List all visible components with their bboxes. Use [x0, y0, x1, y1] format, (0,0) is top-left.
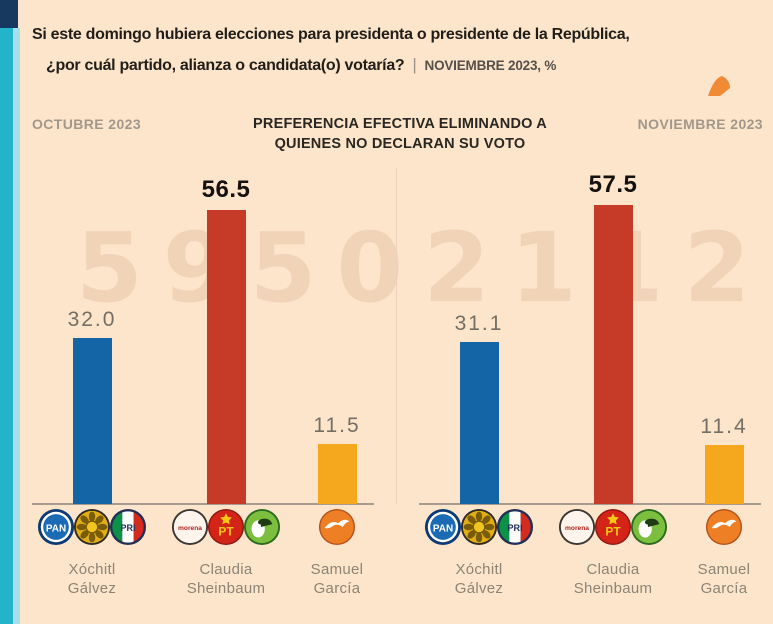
bar-claudia-sheinbaum: [206, 210, 246, 504]
survey-question-line1: Si este domingo hubiera elecciones para …: [32, 26, 630, 43]
party-logos-xochitl-galvez: PAN PRI: [424, 508, 534, 546]
bars-area: 32.0 56.5 11.5: [30, 150, 376, 505]
bars-area: 31.1 57.5 11.4: [417, 150, 763, 505]
morena-logo-icon: morena: [171, 508, 209, 546]
svg-text:PT: PT: [218, 525, 234, 539]
x-axis-line: [32, 503, 374, 505]
candidate-name-claudia-sheinbaum: Claudia Sheinbaum: [573, 561, 653, 597]
morena-logo-icon: morena: [558, 508, 596, 546]
left-accent-navy-block: [0, 0, 18, 28]
bar-claudia-sheinbaum: [593, 205, 633, 504]
survey-period-note: NOVIEMBRE 2023, %: [424, 58, 557, 73]
x-axis-line: [419, 503, 761, 505]
pri-logo-icon: PRI: [496, 508, 534, 546]
prd-logo-icon: [460, 508, 498, 546]
period-label-november: NOVIEMBRE 2023: [637, 116, 763, 132]
panel-divider-line: [396, 168, 397, 504]
mc-logo-icon: [318, 508, 356, 546]
candidate-name-xochitl-galvez: Xóchitl Gálvez: [67, 561, 117, 597]
pan-logo-icon: PAN: [37, 508, 75, 546]
chart-title-line2: QUIENES NO DECLARAN SU VOTO: [274, 136, 526, 152]
candidate-name-claudia-sheinbaum: Claudia Sheinbaum: [186, 561, 266, 597]
background-watermark: 59502112: [76, 212, 771, 324]
candidate-name-samuel-garcia: Samuel García: [697, 561, 751, 597]
party-logos-row: PAN PRI morena PT: [30, 508, 376, 550]
mc-logo-icon: [705, 508, 743, 546]
svg-text:morena: morena: [565, 525, 589, 532]
bar-samuel-garcia: [317, 444, 357, 504]
bar-value-samuel-garcia: 11.5: [313, 414, 361, 437]
chart-title-line1: PREFERENCIA EFECTIVA ELIMINANDO A: [253, 116, 547, 132]
bar-value-xochitl-galvez: 31.1: [454, 312, 504, 335]
bar-value-xochitl-galvez: 32.0: [67, 308, 117, 331]
left-accent-teal-stripe: [0, 28, 13, 624]
svg-text:PRI: PRI: [120, 523, 135, 533]
svg-text:PAN: PAN: [46, 523, 66, 534]
left-accent-teal-light-stripe: [13, 28, 20, 624]
party-logos-claudia-sheinbaum: morena PT: [171, 508, 281, 546]
party-logos-xochitl-galvez: PAN PRI: [37, 508, 147, 546]
party-logos-samuel-garcia: [705, 508, 743, 546]
period-label-october: OCTUBRE 2023: [32, 116, 142, 132]
bar-xochitl-galvez: [72, 338, 112, 504]
survey-question-line2: ¿por cuál partido, alianza o candidata(o…: [46, 57, 405, 74]
pt-logo-icon: PT: [594, 508, 632, 546]
bar-samuel-garcia: [704, 445, 744, 504]
party-logos-samuel-garcia: [318, 508, 356, 546]
pt-logo-icon: PT: [207, 508, 245, 546]
bar-value-claudia-sheinbaum: 56.5: [201, 176, 251, 203]
party-logos-claudia-sheinbaum: morena PT: [558, 508, 668, 546]
bar-xochitl-galvez: [459, 342, 499, 504]
pollster-logo-fragment-icon: [706, 76, 732, 96]
pvem-logo-icon: [630, 508, 668, 546]
separator-pipe: |: [412, 55, 417, 74]
chart-panel-november: 31.1 57.5 11.4 PAN PRI morena PT Xóchitl Gálve…: [417, 150, 763, 610]
svg-text:PRI: PRI: [507, 523, 522, 533]
pan-logo-icon: PAN: [424, 508, 462, 546]
pvem-logo-icon: [243, 508, 281, 546]
svg-text:PT: PT: [605, 525, 621, 539]
bar-value-claudia-sheinbaum: 57.5: [588, 171, 638, 198]
bar-value-samuel-garcia: 11.4: [700, 415, 748, 438]
candidate-name-samuel-garcia: Samuel García: [310, 561, 364, 597]
pri-logo-icon: PRI: [109, 508, 147, 546]
party-logos-row: PAN PRI morena PT: [417, 508, 763, 550]
svg-text:morena: morena: [178, 525, 202, 532]
chart-title: PREFERENCIA EFECTIVA ELIMINANDO A QUIENE…: [200, 114, 600, 154]
svg-text:PAN: PAN: [433, 523, 453, 534]
prd-logo-icon: [73, 508, 111, 546]
chart-panel-october: 32.0 56.5 11.5 PAN PRI morena PT Xóchitl Gálve…: [30, 150, 376, 610]
survey-question: Si este domingo hubiera elecciones para …: [32, 20, 732, 81]
candidate-name-xochitl-galvez: Xóchitl Gálvez: [454, 561, 504, 597]
